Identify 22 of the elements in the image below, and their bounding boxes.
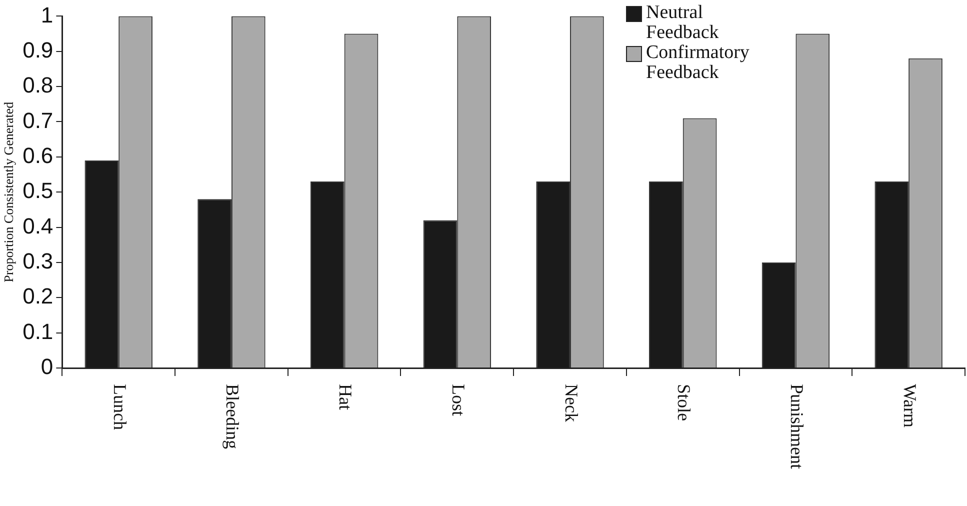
y-tick-label: 0.5 xyxy=(22,178,54,204)
legend-label: Neutral Feedback xyxy=(646,2,720,43)
y-tick-label: 0.9 xyxy=(22,37,54,62)
y-tick-label: 0.3 xyxy=(22,248,54,274)
y-tick-label: 0.8 xyxy=(22,72,54,98)
y-tick-label: 0.7 xyxy=(22,108,54,133)
x-tick-label: Hat xyxy=(336,384,356,410)
x-tick-label: Lost xyxy=(448,384,468,416)
x-tick-label: Warm xyxy=(900,384,920,428)
y-tick-label: 0 xyxy=(40,354,54,380)
x-tick-label: Lunch xyxy=(110,384,130,430)
x-tick-label: Stole xyxy=(674,384,694,422)
y-tick-label: 0.1 xyxy=(22,318,54,344)
x-tick-label: Punishment xyxy=(786,384,807,470)
x-tick-label: Bleeding xyxy=(222,384,243,449)
y-tick-label: 0.6 xyxy=(22,142,54,168)
x-tick-label: Neck xyxy=(561,384,582,422)
y-tick-label: 0.2 xyxy=(22,284,54,309)
y-tick-label: 0.4 xyxy=(22,213,54,238)
legend-label: Confirmatory Feedback xyxy=(646,42,750,83)
y-axis-title: Proportion Consistently Generated xyxy=(1,101,16,282)
y-tick-label: 1 xyxy=(40,2,54,28)
